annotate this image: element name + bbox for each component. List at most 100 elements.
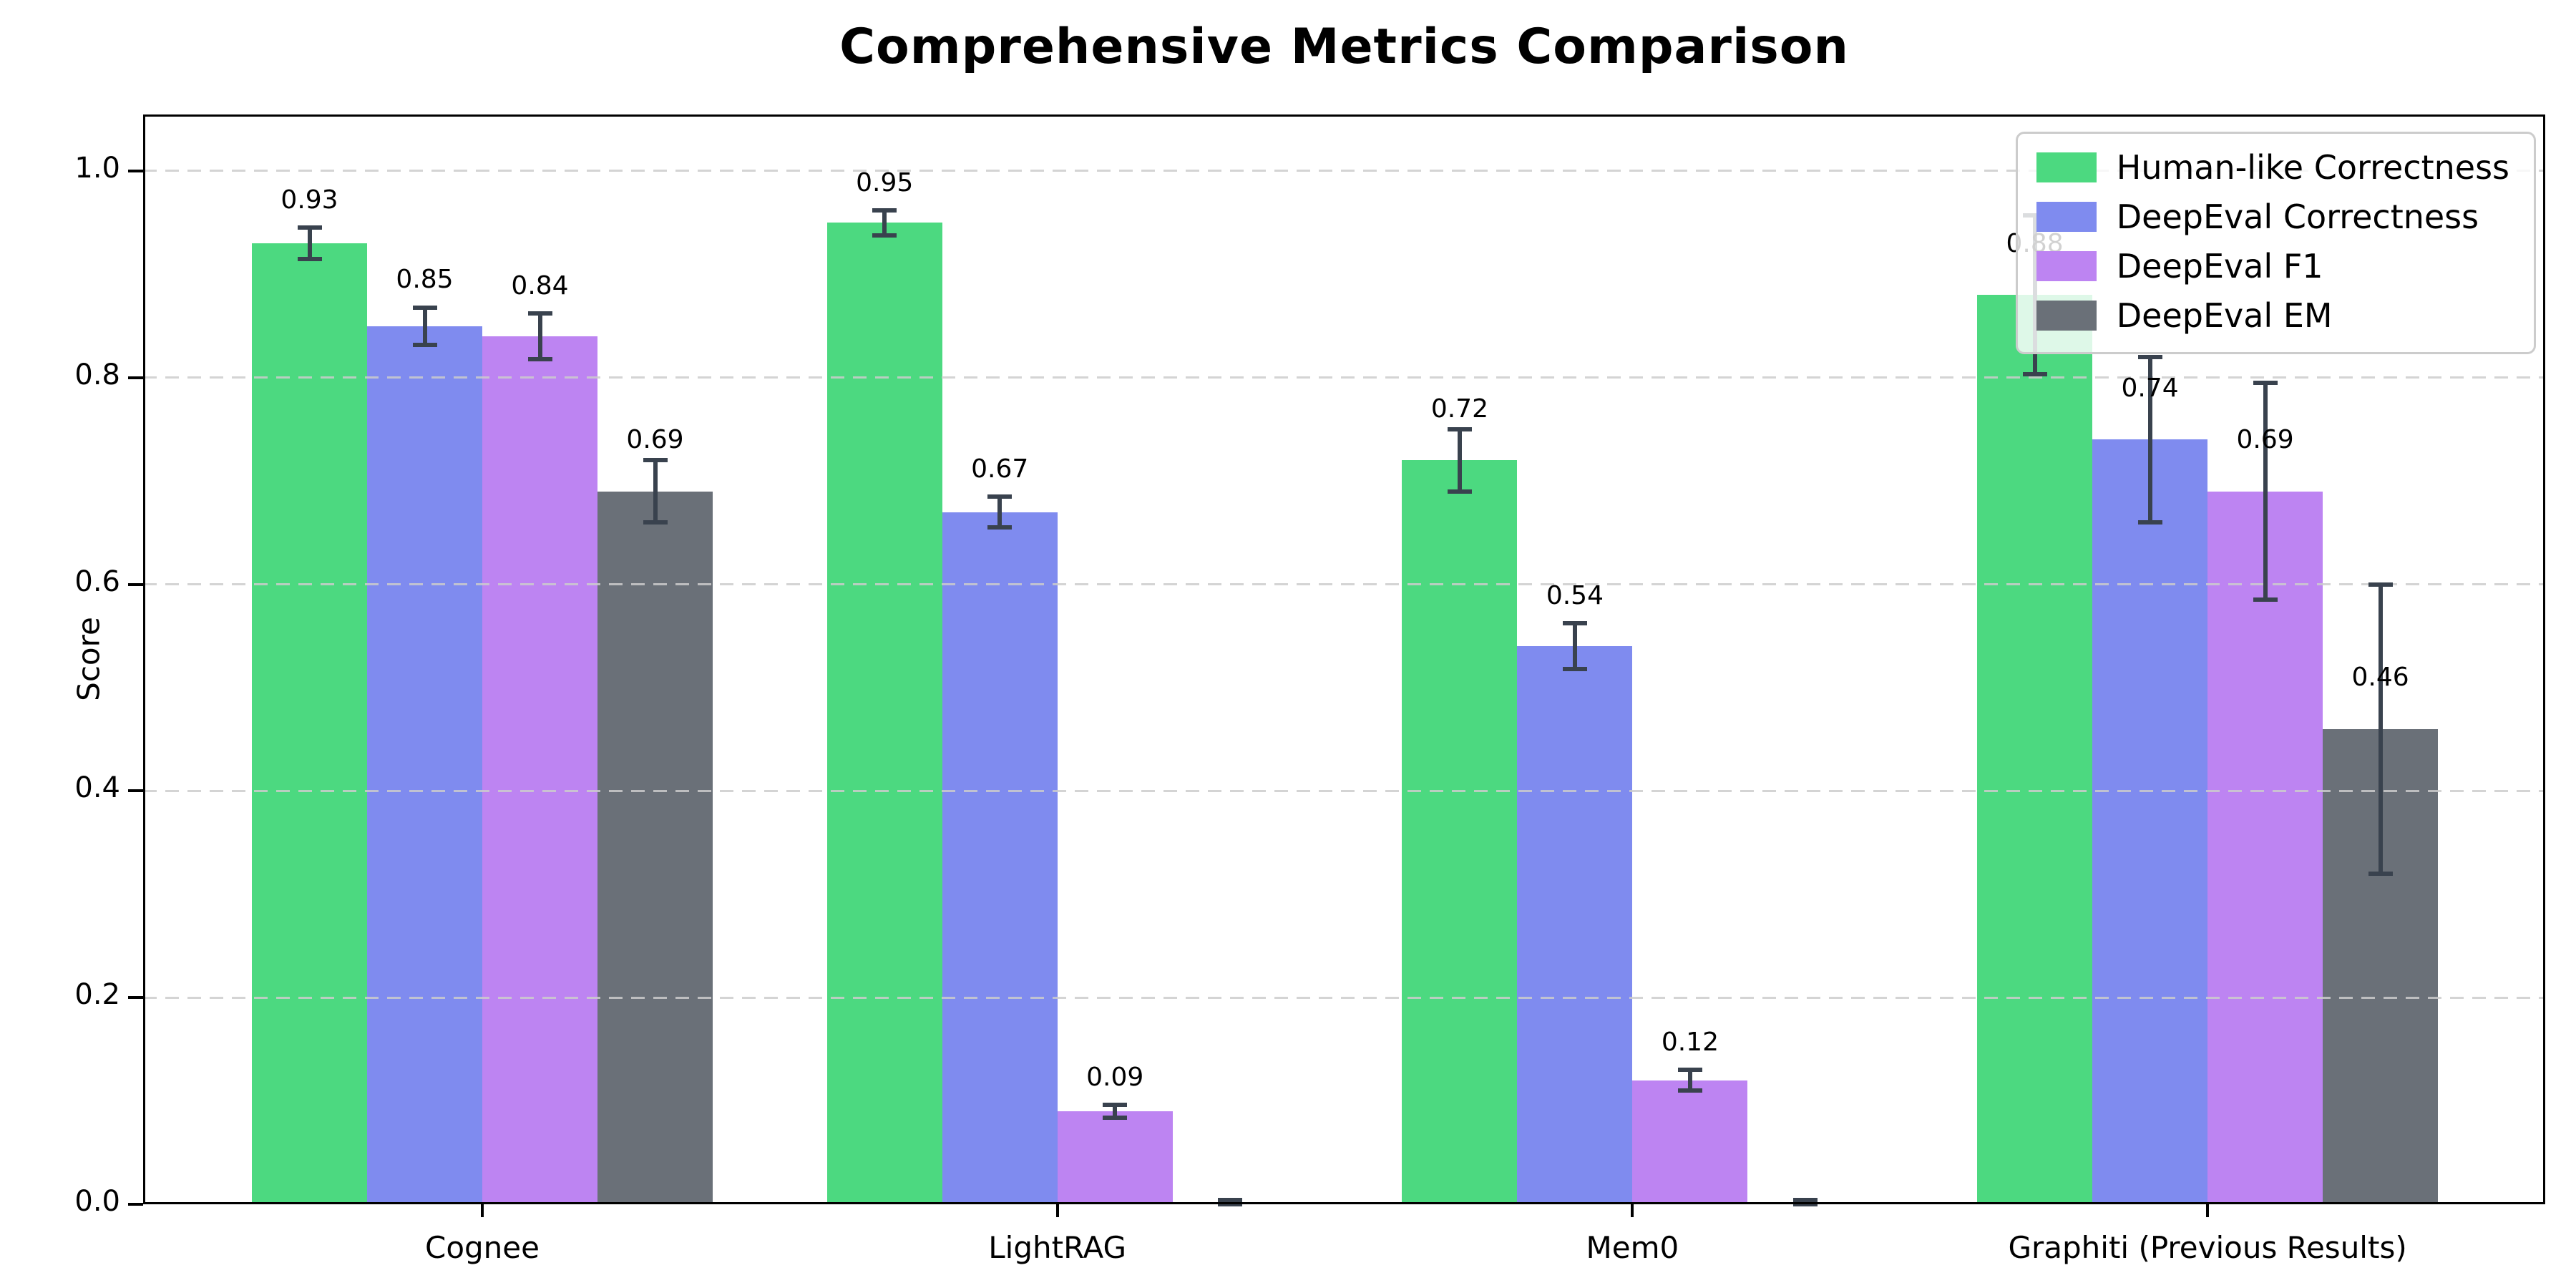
error-bar — [1457, 429, 1462, 492]
bar-value-label: 0.95 — [856, 167, 914, 197]
y-tick-mark — [128, 1203, 143, 1206]
error-bar-cap-bottom — [2137, 519, 2162, 525]
legend-item: DeepEval F1 — [2036, 247, 2509, 286]
legend-swatch-icon — [2036, 301, 2097, 331]
error-bar-cap-top — [297, 225, 322, 230]
error-bar — [653, 460, 658, 522]
error-bar — [307, 228, 312, 259]
error-bar-cap-bottom — [1447, 489, 1472, 494]
gridline — [143, 996, 2545, 999]
y-tick-label: 0.8 — [74, 358, 120, 391]
x-tick-label: Graphiti (Previous Results) — [2008, 1230, 2407, 1265]
error-bar — [882, 210, 887, 235]
x-tick-mark — [481, 1204, 484, 1217]
y-tick-mark — [128, 789, 143, 793]
chart-title: Comprehensive Metrics Comparison — [839, 19, 1849, 75]
legend-swatch-icon — [2036, 152, 2097, 182]
y-tick-label: 0.0 — [74, 1185, 120, 1218]
error-bar-cap-top — [1103, 1103, 1128, 1108]
bar — [826, 223, 942, 1204]
y-tick-label: 0.2 — [74, 978, 120, 1012]
bar — [2092, 439, 2208, 1204]
legend-item: Human-like Correctness — [2036, 148, 2509, 187]
bar-value-label: 0.93 — [280, 185, 338, 215]
y-axis-label: Score — [71, 617, 107, 701]
error-bar — [1572, 623, 1577, 669]
error-bar-cap-top — [1447, 426, 1472, 431]
error-bar-cap-bottom — [643, 519, 668, 525]
bar — [597, 491, 713, 1204]
error-bar-cap-top — [1792, 1198, 1818, 1203]
x-tick-mark — [1055, 1204, 1059, 1217]
error-bar-cap-top — [872, 208, 897, 213]
x-tick-label: Mem0 — [1586, 1230, 1679, 1265]
bar — [1632, 1080, 1748, 1204]
error-bar-cap-bottom — [1562, 667, 1587, 671]
error-bar-cap-bottom — [1792, 1202, 1818, 1206]
error-bar — [997, 496, 1002, 528]
bar — [482, 336, 597, 1204]
error-bar — [422, 307, 427, 345]
legend-label: DeepEval F1 — [2116, 247, 2323, 286]
bar — [1517, 646, 1633, 1204]
gridline — [143, 376, 2545, 379]
legend-label: Human-like Correctness — [2116, 148, 2509, 187]
bar-value-label: 0.12 — [1661, 1027, 1719, 1057]
error-bar-cap-top — [1677, 1068, 1702, 1073]
legend-item: DeepEval EM — [2036, 296, 2509, 335]
error-bar-cap-bottom — [297, 256, 322, 261]
error-bar-cap-top — [2253, 381, 2278, 385]
error-bar-cap-bottom — [1103, 1115, 1128, 1120]
gridline — [143, 583, 2545, 586]
bar-value-label: 0.54 — [1546, 581, 1604, 611]
error-bar-cap-bottom — [2253, 597, 2278, 602]
y-tick-mark — [128, 582, 143, 586]
error-bar-cap-bottom — [412, 342, 437, 347]
error-bar — [2263, 383, 2268, 600]
bar-value-label: 0.84 — [511, 270, 569, 301]
bar-value-label: 0.69 — [2236, 425, 2294, 455]
error-bar-cap-bottom — [2022, 372, 2047, 377]
legend-label: DeepEval EM — [2116, 296, 2333, 335]
bar — [367, 326, 482, 1204]
bar-value-label: 0.67 — [971, 454, 1029, 484]
error-bar-cap-bottom — [987, 525, 1013, 530]
bar-value-label: 0.46 — [2351, 663, 2409, 693]
bar — [1977, 295, 2093, 1204]
bar — [1402, 460, 1518, 1204]
x-tick-label: Cognee — [425, 1230, 540, 1265]
error-bar-cap-top — [1562, 621, 1587, 626]
error-bar-cap-top — [1218, 1198, 1243, 1203]
bar-value-label: 0.72 — [1430, 394, 1488, 424]
error-bar-cap-top — [987, 494, 1013, 499]
x-tick-label: LightRAG — [988, 1230, 1127, 1265]
error-bar — [1687, 1070, 1692, 1091]
bar — [252, 243, 367, 1204]
x-tick-mark — [1631, 1204, 1634, 1217]
plot-area: Human-like Correctness DeepEval Correctne… — [74, 114, 2545, 1265]
bar-value-label: 0.69 — [626, 425, 684, 455]
error-bar — [537, 313, 542, 359]
bar-value-label: 0.74 — [2121, 373, 2179, 403]
bar — [1057, 1111, 1173, 1204]
error-bar — [2378, 584, 2383, 874]
error-bar-cap-bottom — [1677, 1088, 1702, 1093]
error-bar-cap-bottom — [2368, 871, 2393, 876]
error-bar-cap-top — [643, 458, 668, 463]
error-bar-cap-bottom — [1218, 1202, 1243, 1206]
y-tick-label: 0.6 — [74, 565, 120, 598]
legend-swatch-icon — [2036, 202, 2097, 232]
error-bar — [1113, 1105, 1118, 1118]
y-tick-mark — [128, 996, 143, 1000]
legend-item: DeepEval Correctness — [2036, 197, 2509, 236]
error-bar-cap-bottom — [527, 356, 552, 361]
legend: Human-like Correctness DeepEval Correctne… — [2015, 132, 2536, 354]
y-tick-label: 0.4 — [74, 771, 120, 805]
bar — [2207, 491, 2323, 1204]
gridline — [143, 170, 2545, 172]
x-tick-mark — [2206, 1204, 2210, 1217]
legend-label: DeepEval Correctness — [2116, 197, 2479, 236]
y-tick-label: 1.0 — [74, 151, 120, 185]
bar — [942, 512, 1058, 1204]
